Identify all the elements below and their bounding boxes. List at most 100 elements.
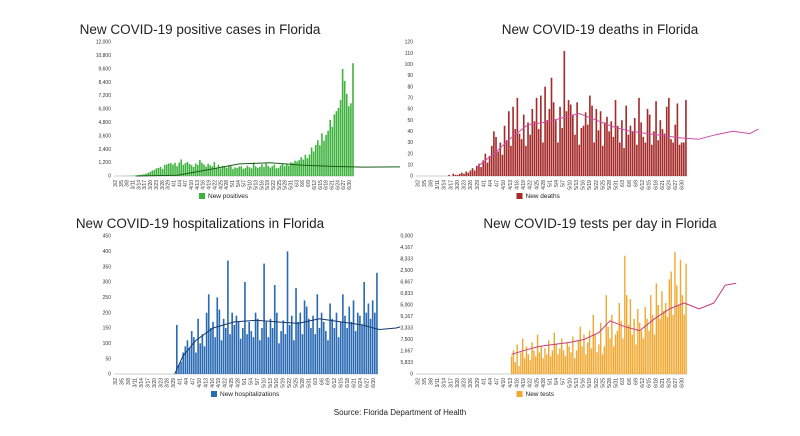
bar [178, 364, 180, 374]
x-tick-label: 5/31 [289, 180, 295, 190]
bar [180, 159, 183, 176]
bar [299, 312, 302, 374]
bar [674, 124, 677, 176]
bar [518, 133, 521, 176]
legend-swatch [516, 193, 523, 199]
bar [199, 343, 202, 374]
bar [212, 321, 214, 374]
x-tick-label: 4/25 [229, 378, 235, 388]
x-tick-label: 5/25 [600, 378, 606, 388]
bar [672, 314, 674, 374]
x-tick-label: 3/2 [415, 180, 421, 187]
bar [473, 170, 476, 176]
bar [145, 173, 147, 176]
chart-title-deaths: New COVID-19 deaths in Florida [501, 22, 699, 37]
bar [588, 330, 591, 374]
x-tick-label: 3/23 [158, 378, 164, 388]
x-tick-label: 5/19 [587, 378, 593, 388]
bar [562, 350, 565, 374]
x-tick-label: 5/22 [271, 180, 277, 190]
x-tick-label: 5/4 [554, 180, 560, 187]
x-tick-label: 3/14 [442, 180, 448, 190]
y-tick-label: 40,833 [400, 291, 413, 297]
chart-title-positives: New COVID-19 positive cases in Florida [79, 22, 321, 37]
y-tick-label: 5,833 [400, 360, 413, 366]
bar [631, 131, 634, 176]
bar [568, 346, 570, 374]
bar [646, 109, 649, 176]
bar [520, 352, 522, 374]
bar [186, 340, 189, 374]
bar [147, 172, 149, 176]
bar [646, 318, 648, 374]
bar [570, 352, 572, 374]
bar [633, 318, 635, 374]
x-tick-label: 4/1 [481, 378, 487, 385]
bar [557, 354, 559, 374]
bar [525, 145, 527, 176]
bar [254, 166, 257, 176]
chart-title-tests: New COVID-19 tests per day in Florida [483, 216, 717, 231]
chart-hospitalizations-panel: New COVID-19 hospitalizations in Florida… [0, 208, 400, 416]
x-tick-label: 4/13 [195, 180, 201, 190]
bar [155, 168, 158, 176]
bar [648, 330, 650, 374]
bar [505, 140, 508, 176]
bar [665, 106, 668, 176]
bar [583, 334, 585, 374]
bar [235, 315, 238, 374]
bar [151, 170, 154, 176]
bar [563, 50, 566, 176]
x-tick-label: 6/18 [345, 378, 351, 388]
bar [636, 144, 638, 176]
y-tick-label: 12,000 [96, 40, 112, 46]
bar [188, 347, 191, 374]
bar [288, 165, 290, 176]
bar [210, 328, 212, 374]
bar [306, 158, 309, 176]
x-tick-label: 3/2 [113, 378, 119, 385]
bar [542, 142, 544, 176]
y-tick-label: 9,600 [98, 66, 111, 72]
bar [345, 93, 348, 176]
bar [339, 321, 342, 374]
bar [267, 165, 269, 176]
bar [356, 312, 359, 374]
bar [549, 356, 552, 374]
bar [540, 346, 542, 374]
bar [236, 168, 238, 176]
bar [307, 318, 310, 374]
bar [205, 312, 208, 374]
bar [292, 162, 294, 176]
y-tick-label: 20 [407, 151, 413, 157]
bar [592, 314, 594, 374]
bar [557, 142, 559, 176]
bar [559, 106, 561, 176]
bar [625, 105, 627, 176]
bar [659, 120, 662, 176]
bar [611, 314, 613, 374]
x-tick-label: 5/28 [607, 180, 613, 190]
y-tick-label: 46,667 [400, 280, 413, 286]
x-tick-label: 3/17 [448, 378, 454, 388]
x-tick-label: 3/17 [145, 378, 151, 388]
bar [285, 164, 288, 176]
bar [335, 312, 338, 374]
bar [254, 312, 257, 374]
bar [225, 167, 228, 176]
bar [348, 306, 351, 374]
x-tick-label: 4/1 [178, 378, 184, 385]
bar [482, 160, 485, 176]
x-tick-label: 4/7 [495, 180, 501, 187]
bar [234, 167, 236, 176]
bar [510, 356, 513, 374]
bar [618, 303, 620, 374]
bar [486, 162, 489, 176]
bar [363, 282, 365, 374]
x-tick-label: 4/7 [191, 378, 197, 385]
x-tick-label: 6/12 [312, 180, 318, 190]
bar [554, 120, 557, 176]
bar [227, 260, 229, 374]
bar [276, 312, 278, 374]
